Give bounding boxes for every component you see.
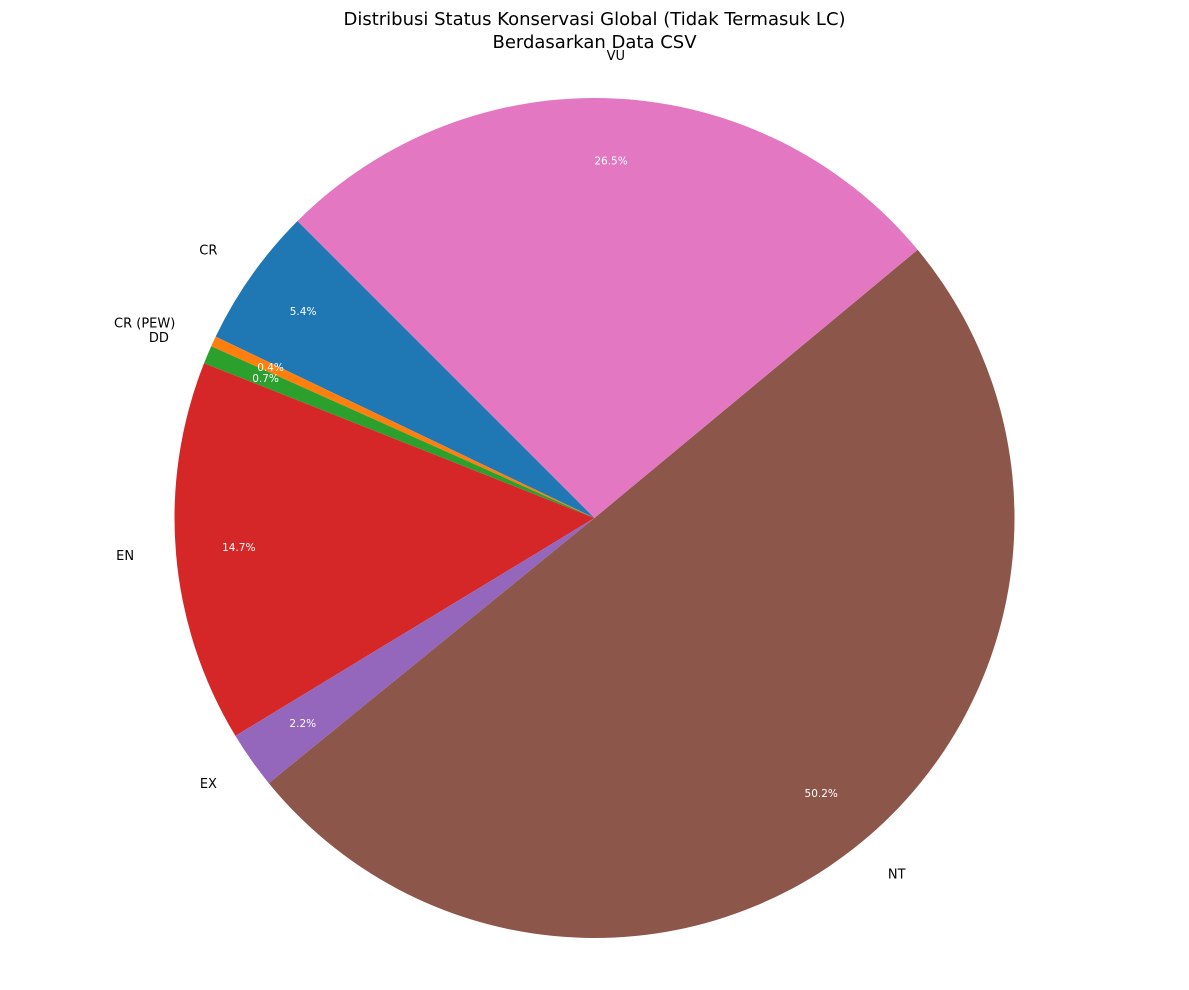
slice-percent-label: 0.7% — [252, 373, 279, 385]
slice-percent-label: 0.4% — [257, 362, 284, 374]
chart-title: Distribusi Status Konservasi Global (Tid… — [343, 9, 845, 30]
slice-percent-label: 26.5% — [594, 155, 627, 167]
slice-percent-label: 5.4% — [290, 306, 317, 318]
pie-slice-en — [174, 363, 595, 736]
slice-percent-label: 50.2% — [805, 788, 838, 800]
slice-label: DD — [149, 331, 169, 346]
pie-slice-cr — [215, 221, 595, 519]
pie-slice-dd — [204, 346, 595, 518]
slice-percent-label: 2.2% — [289, 718, 316, 730]
pie-labels: CR 5.4% CR (PEW) 0.4% DD 0.7% EN 14.7% EX 2.2% NT 5… — [114, 49, 906, 882]
chart-subtitle: Berdasarkan Data CSV — [492, 32, 697, 53]
slice-label: VU — [607, 49, 625, 64]
slice-percent-label: 14.7% — [222, 542, 255, 554]
pie-slice-nt — [268, 249, 1015, 938]
pie-slice-ex — [235, 518, 595, 784]
pie-slice-vu — [297, 98, 918, 519]
slice-label: EX — [200, 777, 217, 792]
slice-label: EN — [116, 549, 134, 564]
pie-slice-cr-pew — [211, 336, 595, 518]
slice-label: NT — [888, 867, 906, 882]
slice-label: CR — [199, 244, 217, 259]
slice-label: CR (PEW) — [114, 316, 175, 331]
pie-slices — [174, 98, 1015, 938]
